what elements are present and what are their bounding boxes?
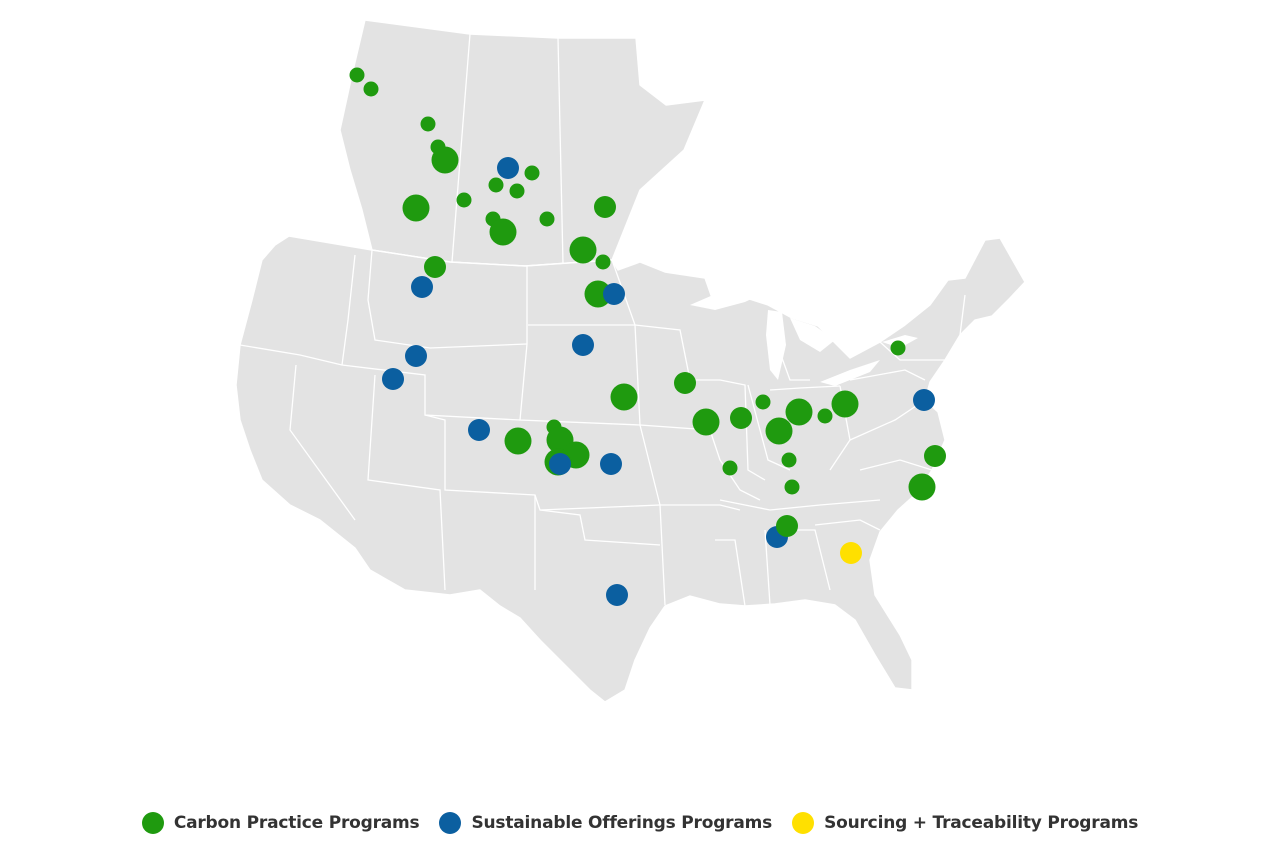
carbon-program-marker [755,394,771,410]
sustainable-program-marker [606,584,628,606]
sustainable-program-marker [549,453,571,475]
sustainable-program-marker [497,157,519,179]
usa-landmass [235,235,1026,703]
carbon-program-marker [569,236,597,264]
carbon-program-marker [831,390,859,418]
carbon-program-marker [890,340,906,356]
carbon-program-marker [692,408,720,436]
carbon-program-marker [420,116,436,132]
sustainable-program-marker [405,345,427,367]
carbon-program-marker [817,408,833,424]
carbon-program-marker [722,460,738,476]
sustainable-program-marker [468,419,490,441]
sustainable-program-marker [572,334,594,356]
program-markers-layer [349,67,946,606]
carbon-program-marker [539,211,555,227]
sustainable-program-marker [382,368,404,390]
legend-item-sourcing-traceability: Sourcing + Traceability Programs [792,812,1138,834]
sustainable-program-marker [411,276,433,298]
carbon-program-marker [524,165,540,181]
carbon-program-marker [784,479,800,495]
legend: Carbon Practice Programs Sustainable Off… [0,806,1280,840]
carbon-program-marker [594,196,616,218]
carbon-program-marker [781,452,797,468]
carbon-program-marker [488,177,504,193]
carbon-program-marker [431,146,459,174]
carbon-program-marker [776,515,798,537]
sustainable-program-marker [913,389,935,411]
blue-circle-icon [439,812,462,834]
canada-prairies-landmass [339,19,706,267]
carbon-program-marker [765,417,793,445]
carbon-program-marker [489,218,517,246]
carbon-program-marker [504,427,532,455]
legend-label-sourcing-traceability: Sourcing + Traceability Programs [824,813,1139,833]
carbon-program-marker [424,256,446,278]
carbon-program-marker [509,183,525,199]
canada-us-border [371,249,613,267]
carbon-program-marker [402,194,430,222]
carbon-program-marker [595,254,611,270]
carbon-program-marker [924,445,946,467]
legend-label-carbon-practice: Carbon Practice Programs [173,813,420,833]
carbon-program-marker [584,280,612,308]
carbon-program-marker [456,192,472,208]
sustainable-program-marker [600,453,622,475]
legend-item-carbon-practice: Carbon Practice Programs [141,812,420,834]
legend-item-sustainable-offerings: Sustainable Offerings Programs [439,812,772,834]
carbon-program-marker [785,398,813,426]
sourcing-program-marker [840,542,862,564]
carbon-program-marker [674,372,696,394]
green-circle-icon [141,812,164,834]
alberta-saskatchewan-border [451,33,471,263]
carbon-program-marker [363,81,379,97]
saskatchewan-manitoba-border [557,37,564,265]
carbon-program-marker [908,473,936,501]
great-lakes [690,286,918,386]
legend-label-sustainable-offerings: Sustainable Offerings Programs [471,813,773,833]
carbon-program-marker [610,383,638,411]
carbon-program-marker [730,407,752,429]
sustainable-program-marker [603,283,625,305]
yellow-circle-icon [792,812,815,834]
carbon-program-marker [349,67,365,83]
